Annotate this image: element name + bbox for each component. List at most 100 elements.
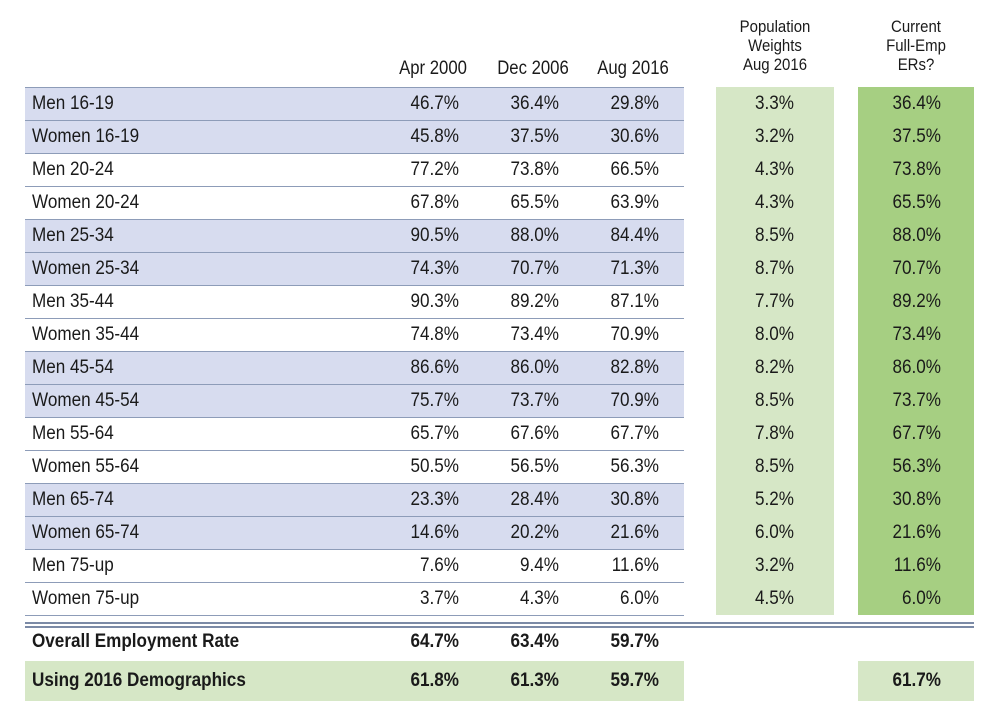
header-dec2006: Dec 2006: [497, 58, 569, 79]
row-divider: [25, 219, 684, 220]
header-population-weights: Population Weights Aug 2016: [723, 17, 827, 74]
row-divider: [25, 318, 684, 319]
cell-dec2006: 4.3%: [520, 588, 559, 609]
row-band: [25, 87, 684, 120]
demographics-row-band: [25, 661, 684, 701]
cell-aug2016: 63.9%: [610, 192, 659, 213]
cell-fullemp: 86.0%: [892, 357, 941, 378]
cell-weight: 8.5%: [755, 390, 794, 411]
summary-apr2000: 61.8%: [410, 670, 459, 691]
cell-aug2016: 29.8%: [610, 93, 659, 114]
cell-weight: 4.5%: [755, 588, 794, 609]
weights-column-fill: [716, 87, 834, 615]
header-aug2016: Aug 2016: [597, 58, 669, 79]
row-label: Women 55-64: [32, 456, 140, 477]
cell-dec2006: 9.4%: [520, 555, 559, 576]
row-label: Men 45-54: [32, 357, 114, 378]
summary-apr2000: 64.7%: [410, 631, 459, 652]
cell-apr2000: 86.6%: [410, 357, 459, 378]
row-band: [25, 351, 684, 384]
row-label: Women 20-24: [32, 192, 140, 213]
row-band: [25, 516, 684, 549]
row-band: [25, 483, 684, 516]
header-fullemp-line3: ERs?: [897, 55, 935, 74]
row-label: Women 16-19: [32, 126, 140, 147]
summary-dec2006: 63.4%: [510, 631, 559, 652]
cell-weight: 4.3%: [755, 192, 794, 213]
cell-dec2006: 65.5%: [510, 192, 559, 213]
cell-apr2000: 23.3%: [410, 489, 459, 510]
cell-dec2006: 70.7%: [510, 258, 559, 279]
cell-apr2000: 77.2%: [410, 159, 459, 180]
summary-aug2016: 59.7%: [610, 631, 659, 652]
cell-weight: 7.8%: [755, 423, 794, 444]
cell-weight: 8.2%: [755, 357, 794, 378]
summary-fullemp: 61.7%: [892, 670, 941, 691]
row-label: Men 65-74: [32, 489, 114, 510]
row-label: Men 75-up: [32, 555, 114, 576]
row-label: Men 16-19: [32, 93, 114, 114]
cell-apr2000: 67.8%: [410, 192, 459, 213]
header-fullemp-line1: Current: [891, 17, 941, 36]
row-divider: [25, 351, 684, 352]
cell-weight: 3.2%: [755, 126, 794, 147]
row-label: Women 65-74: [32, 522, 140, 543]
cell-aug2016: 66.5%: [610, 159, 659, 180]
cell-fullemp: 65.5%: [892, 192, 941, 213]
cell-weight: 8.5%: [755, 225, 794, 246]
row-divider: [25, 483, 684, 484]
summary-dec2006: 61.3%: [510, 670, 559, 691]
cell-dec2006: 67.6%: [510, 423, 559, 444]
row-divider: [25, 450, 684, 451]
cell-dec2006: 89.2%: [510, 291, 559, 312]
cell-fullemp: 30.8%: [892, 489, 941, 510]
header-full-emp-ers: Current Full-Emp ERs?: [865, 17, 967, 74]
row-band: [25, 252, 684, 285]
cell-apr2000: 46.7%: [410, 93, 459, 114]
cell-dec2006: 36.4%: [510, 93, 559, 114]
row-label: Women 75-up: [32, 588, 140, 609]
row-label: Women 35-44: [32, 324, 140, 345]
cell-weight: 8.5%: [755, 456, 794, 477]
summary-separator: [25, 622, 974, 624]
header-weights-line3: Aug 2016: [742, 55, 808, 74]
cell-dec2006: 28.4%: [510, 489, 559, 510]
row-label: Men 55-64: [32, 423, 114, 444]
fullemp-column-fill: [858, 87, 974, 615]
cell-weight: 8.7%: [755, 258, 794, 279]
cell-dec2006: 88.0%: [510, 225, 559, 246]
row-divider: [25, 285, 684, 286]
row-divider: [25, 120, 684, 121]
cell-weight: 4.3%: [755, 159, 794, 180]
cell-fullemp: 73.4%: [892, 324, 941, 345]
cell-fullemp: 73.8%: [892, 159, 941, 180]
cell-fullemp: 88.0%: [892, 225, 941, 246]
row-divider: [25, 549, 684, 550]
row-label: Women 25-34: [32, 258, 140, 279]
row-divider: [25, 186, 684, 187]
cell-aug2016: 56.3%: [610, 456, 659, 477]
cell-aug2016: 70.9%: [610, 390, 659, 411]
cell-apr2000: 45.8%: [410, 126, 459, 147]
header-apr2000: Apr 2000: [399, 58, 467, 79]
row-label: Men 20-24: [32, 159, 114, 180]
cell-fullemp: 21.6%: [892, 522, 941, 543]
row-label: Men 25-34: [32, 225, 114, 246]
cell-apr2000: 90.5%: [410, 225, 459, 246]
cell-aug2016: 70.9%: [610, 324, 659, 345]
row-divider: [25, 615, 684, 616]
row-divider: [25, 87, 684, 88]
cell-fullemp: 70.7%: [892, 258, 941, 279]
demographics-fullemp-band: [858, 661, 974, 701]
cell-dec2006: 73.8%: [510, 159, 559, 180]
header-weights-line2: Weights: [748, 36, 802, 55]
summary-aug2016: 59.7%: [610, 670, 659, 691]
cell-fullemp: 73.7%: [892, 390, 941, 411]
cell-weight: 5.2%: [755, 489, 794, 510]
cell-apr2000: 65.7%: [410, 423, 459, 444]
cell-apr2000: 90.3%: [410, 291, 459, 312]
cell-aug2016: 71.3%: [610, 258, 659, 279]
cell-dec2006: 56.5%: [510, 456, 559, 477]
cell-fullemp: 56.3%: [892, 456, 941, 477]
